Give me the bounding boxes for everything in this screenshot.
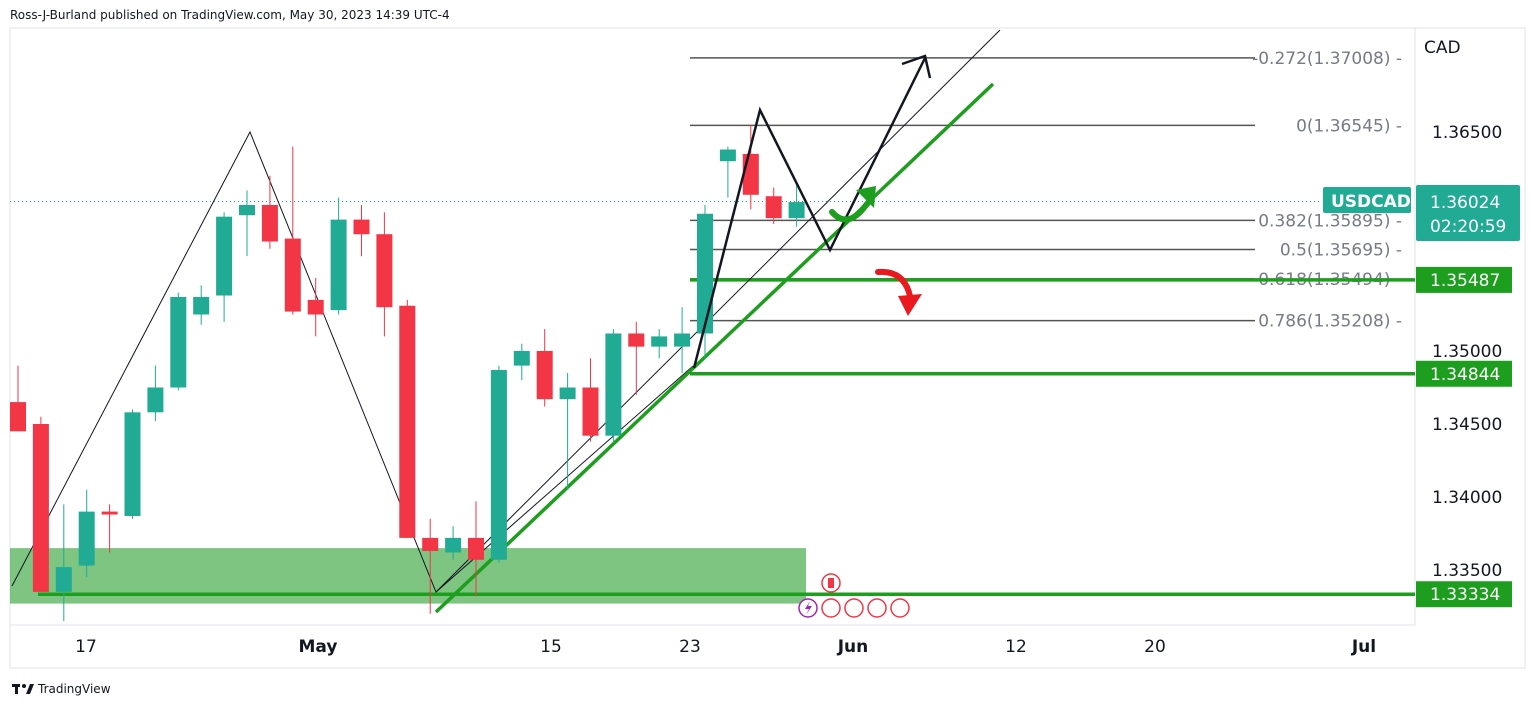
- horizontal-levels: 1.35487 1.34844 1.33334: [38, 266, 1512, 608]
- publish-header: Ross-J-Burland published on TradingView.…: [10, 8, 450, 22]
- fib-retracement: -0.272(1.37008) - 0(1.36545) - 0.382(1.358…: [690, 49, 1402, 332]
- candle-body: [605, 333, 622, 436]
- price-tick-label: 1.34500: [1432, 415, 1502, 435]
- price-tick-label: 1.33500: [1432, 561, 1502, 581]
- candle-body: [32, 424, 49, 592]
- candle-body: [697, 213, 713, 334]
- level-badge: [1416, 360, 1512, 387]
- footer-brand: TradingView: [38, 682, 111, 696]
- symbol-label: USDCAD: [1331, 192, 1411, 212]
- green-arrowhead: [856, 186, 876, 208]
- countdown-timer: 02:20:59: [1430, 217, 1506, 237]
- candle-body: [399, 305, 416, 538]
- candle-body: [422, 537, 439, 552]
- candle-body: [376, 234, 393, 308]
- time-tick-label: 20: [1144, 637, 1166, 657]
- candle-body: [674, 333, 691, 347]
- candle-body: [468, 537, 484, 560]
- time-tick-label: Jul: [1351, 637, 1376, 657]
- candle-body: [742, 153, 759, 195]
- candle-body: [170, 296, 187, 388]
- candle-body: [559, 387, 576, 400]
- tradingview-logo-icon: [12, 684, 34, 694]
- us-flag-icon-3[interactable]: [890, 598, 910, 618]
- symbol-badge: [1323, 187, 1411, 213]
- candle-body: [582, 387, 599, 436]
- candle-body: [239, 205, 255, 216]
- candle-body: [101, 511, 118, 515]
- candle-body: [490, 369, 507, 560]
- fib-label: 0.5(1.35695) -: [1280, 241, 1402, 261]
- candle-body: [719, 149, 736, 162]
- fib-label: 0.382(1.35895) -: [1258, 211, 1402, 231]
- last-price-value: 1.36024: [1430, 193, 1500, 213]
- time-tick-label: 15: [540, 637, 562, 657]
- time-tick-label: Jun: [837, 637, 869, 657]
- level-badge: [1416, 266, 1512, 293]
- canada-flag-mark: [828, 578, 834, 588]
- candle-body: [78, 511, 95, 566]
- price-tick-label: 1.34000: [1432, 488, 1502, 508]
- level-badge-label: 1.33334: [1430, 585, 1500, 605]
- green-bounce-arrow-icon: [829, 195, 875, 223]
- lightning-mark: [805, 601, 812, 615]
- price-tick-label: 1.35000: [1432, 342, 1502, 362]
- candles: [10, 124, 805, 622]
- last-price-badge: [1416, 185, 1520, 241]
- candle-body: [765, 196, 782, 219]
- us-flag-icon-2[interactable]: [867, 598, 887, 618]
- candle-body: [216, 216, 233, 296]
- candle-body: [330, 219, 347, 311]
- time-tick-label: 17: [75, 637, 97, 657]
- event-icons[interactable]: [798, 573, 910, 618]
- level-badge-label: 1.34844: [1430, 365, 1500, 385]
- time-axis[interactable]: 17 May 15 23 Jun 12 20 Jul: [75, 637, 1376, 657]
- level-badge: [1416, 581, 1512, 608]
- red-drop-arrow-icon: [875, 268, 913, 299]
- price-tick-label: 1.36500: [1432, 123, 1502, 143]
- candle-body: [284, 238, 301, 312]
- candle-body: [55, 567, 72, 592]
- candle-body: [628, 333, 645, 347]
- footer: TradingView: [12, 682, 111, 696]
- candle-body: [10, 402, 26, 432]
- candle-body: [193, 296, 210, 315]
- canada-flag-icon-2[interactable]: [821, 598, 841, 618]
- zigzag-pattern: [11, 130, 694, 593]
- chart-frame: [9, 27, 1526, 669]
- currency-label: CAD: [1424, 38, 1461, 58]
- green-trendline: [434, 82, 995, 614]
- fib-label: -0.272(1.37008) -: [1252, 49, 1402, 69]
- candle-body: [651, 336, 668, 347]
- candle-body: [513, 351, 530, 366]
- candle-body: [124, 412, 141, 516]
- us-flag-icon[interactable]: [844, 598, 864, 618]
- candle-body: [147, 387, 164, 413]
- level-badge-label: 1.35487: [1430, 271, 1500, 291]
- candle-body: [536, 351, 553, 400]
- candle-body: [445, 537, 462, 553]
- red-arrowhead: [898, 294, 922, 316]
- thin-trendline: [435, 29, 1001, 593]
- time-tick-label: May: [299, 637, 338, 657]
- candle-body: [307, 299, 324, 315]
- candle-body: [353, 219, 370, 235]
- projection-path: [692, 57, 927, 369]
- time-tick-label: 23: [679, 637, 701, 657]
- candle-body: [261, 205, 278, 242]
- price-axis[interactable]: 1.36500 1.35000 1.34500 1.34000 1.33500: [1432, 123, 1502, 581]
- time-tick-label: 12: [1005, 637, 1027, 657]
- projection-arrowhead: [901, 54, 932, 79]
- fib-label: 0.786(1.35208) -: [1258, 312, 1402, 332]
- fib-label: 0(1.36545) -: [1296, 116, 1402, 136]
- candle-body: [788, 202, 805, 219]
